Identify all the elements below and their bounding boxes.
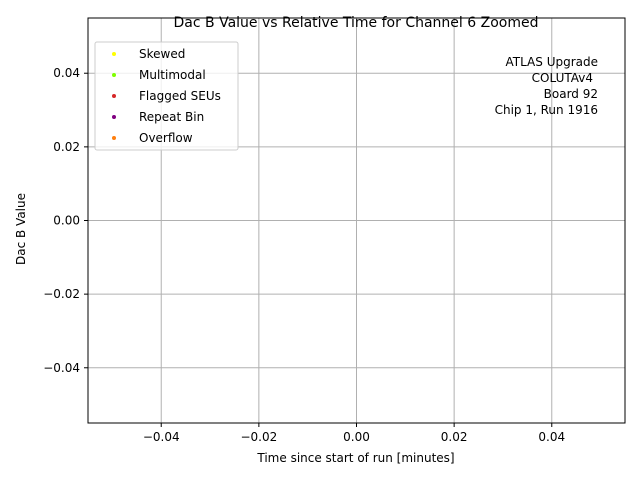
grid [88,18,625,423]
chart-title: Dac B Value vs Relative Time for Channel… [174,15,539,31]
legend-marker [112,52,116,56]
y-axis-label: Dac B Value [14,193,28,265]
legend-label: Multimodal [139,68,206,82]
x-axis-label: Time since start of run [minutes] [256,451,454,465]
legend-marker [112,94,116,98]
legend: Skewed Multimodal Flagged SEUs Repeat Bin Ov… [94,41,239,151]
legend-marker [112,136,116,140]
x-tick-label: −0.04 [143,430,180,444]
legend-items: Skewed Multimodal Flagged SEUs Repeat Bin Ov… [112,47,221,145]
y-tick-label: −0.02 [43,287,80,301]
annotation-line: ATLAS Upgrade [505,55,598,69]
y-tick-label: 0.00 [53,214,80,228]
legend-label: Skewed [139,47,185,61]
legend-label: Flagged SEUs [139,89,221,103]
legend-label: Repeat Bin [139,110,204,124]
annotation-line: Board 92 [544,87,598,101]
x-tick-label: 0.00 [343,430,370,444]
run-info-annotation: ATLAS Upgrade COLUTAv4 Board 92 Chip 1, … [495,55,598,117]
x-tick-label: 0.04 [538,430,565,444]
y-tick-label: −0.04 [43,361,80,375]
legend-marker [112,73,116,77]
x-tick-label: −0.02 [240,430,277,444]
legend-label: Overflow [139,131,193,145]
legend-box [94,41,239,151]
x-tick-label: 0.02 [441,430,468,444]
y-tick-label: 0.02 [53,140,80,154]
annotation-line: COLUTAv4 [532,71,593,85]
y-tick-label: 0.04 [53,66,80,80]
legend-marker [112,115,116,119]
annotation-line: Chip 1, Run 1916 [495,103,598,117]
axes-ticks: −0.04 −0.02 0.00 0.02 0.04 −0.04 −0.02 0.00 0.02… [43,66,565,444]
